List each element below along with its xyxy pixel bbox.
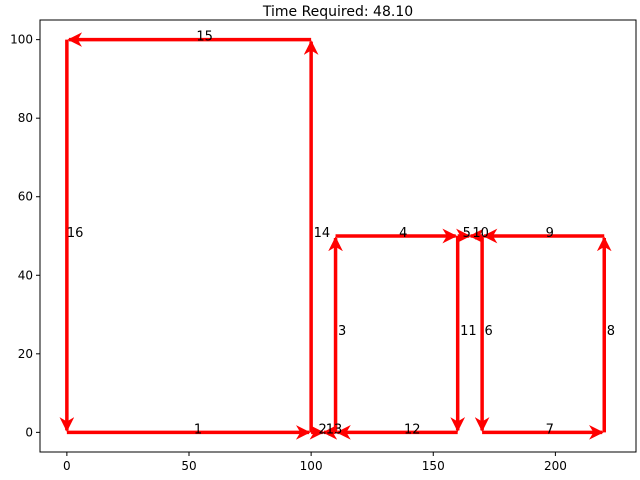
axes: 0 50 100 150 200 0 20 40 60 80 100 [10,33,567,473]
x-tick-label-200: 200 [544,459,567,473]
segment-label-2: 2 [318,422,326,437]
y-tick-label-20: 20 [18,347,33,361]
segment-label-16: 16 [67,226,84,241]
y-tick-label-60: 60 [18,190,33,204]
segment-label-10: 10 [472,226,489,241]
y-tick-label-40: 40 [18,268,33,282]
plot-frame [39,19,637,453]
segment-label-14: 14 [314,226,331,241]
x-tick-label-150: 150 [422,459,445,473]
segment-label-8: 8 [607,324,615,339]
segment-label-15: 15 [196,30,213,45]
chart-title: Time Required: 48.10 [262,4,413,20]
segment-label-11: 11 [460,324,477,339]
segment-label-4: 4 [399,226,407,241]
segment-label-9: 9 [546,226,554,241]
segment-label-5: 5 [463,226,471,241]
segment-label-3: 3 [338,324,346,339]
x-tick-label-0: 0 [63,459,71,473]
segment-label-7: 7 [546,422,554,437]
x-tick-label-50: 50 [181,459,196,473]
y-tick-label-80: 80 [18,111,33,125]
y-tick-label-100: 100 [10,33,33,47]
y-tick-label-0: 0 [25,425,33,439]
segment-label-13: 13 [326,422,343,437]
segment-label-1: 1 [194,422,202,437]
segment-label-6: 6 [485,324,493,339]
x-tick-label-100: 100 [300,459,323,473]
segment-label-12: 12 [404,422,421,437]
